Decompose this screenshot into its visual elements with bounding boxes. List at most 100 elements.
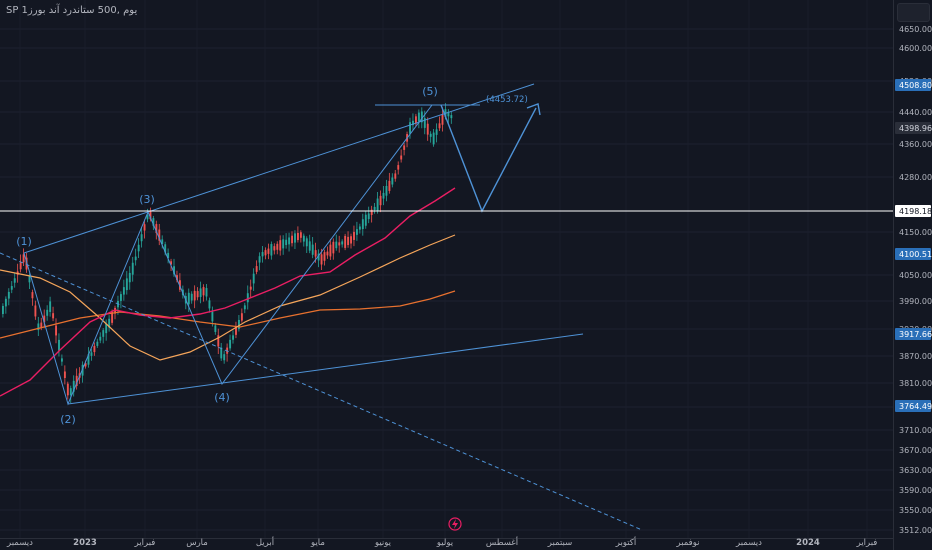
candle-body	[270, 244, 273, 256]
time-tick-label: أبريل	[256, 536, 274, 548]
candle-body	[370, 209, 373, 215]
grid-lines	[0, 28, 893, 531]
settings-button[interactable]	[897, 3, 930, 22]
candle-body	[4, 298, 7, 307]
candle-body	[326, 251, 329, 256]
candle-body	[2, 305, 4, 315]
upper-channel-line	[23, 83, 535, 254]
price-tick-label: 4650.00	[899, 25, 932, 34]
candle-body	[297, 232, 299, 241]
candle-body	[58, 339, 60, 351]
price-tick-label: 3550.00	[899, 506, 932, 515]
candle-body	[137, 244, 140, 252]
price-tick-label: 3870.00	[899, 352, 932, 361]
candle-body	[400, 155, 403, 160]
candle-body	[382, 192, 385, 199]
candle-body	[193, 290, 196, 301]
candle-body	[208, 300, 211, 309]
candle-body	[285, 239, 288, 246]
candle-body	[199, 288, 202, 297]
candle-body	[329, 244, 332, 257]
candle-body	[344, 235, 347, 248]
candle-body	[134, 256, 137, 261]
price-axis: 4650.004600.004520.004440.004360.004280.…	[893, 0, 932, 550]
chart-title: SP 1يوم ,500 ستاندرد آند بورز	[6, 5, 138, 16]
candle-body	[125, 278, 128, 291]
candle-body	[335, 241, 338, 249]
candle-body	[149, 211, 152, 220]
price-tick-label: 4600.00	[899, 44, 932, 53]
candle-body	[66, 383, 69, 396]
price-label-bg	[895, 400, 931, 412]
candle-body	[338, 242, 341, 246]
candle-body	[311, 244, 314, 255]
candle-body	[235, 327, 237, 335]
candle-body	[152, 218, 155, 226]
candle-body	[96, 341, 99, 346]
candle-body	[264, 250, 267, 256]
candle-body	[255, 266, 258, 272]
candle-body	[128, 272, 131, 283]
candle-body	[10, 286, 13, 290]
time-tick-label: سبتمبر	[547, 538, 572, 548]
candle-body	[403, 145, 406, 150]
candle-body	[367, 213, 370, 220]
candle-body	[438, 123, 441, 129]
candle-body	[305, 238, 308, 247]
peak-annotation: (4453.72)	[486, 95, 528, 105]
time-tick-label: مارس	[186, 538, 208, 548]
candle-body	[202, 287, 205, 296]
candle-body	[258, 256, 261, 263]
candle-body	[332, 241, 335, 254]
candle-body	[69, 388, 72, 396]
time-tick-label: أكتوبر	[615, 536, 636, 548]
candle-body	[302, 235, 305, 242]
candle-body	[205, 288, 208, 297]
wave-label: (2)	[60, 413, 76, 426]
candle-body	[388, 180, 391, 191]
wave-label: (4)	[214, 391, 230, 404]
time-tick-label: ديسمبر	[6, 538, 33, 548]
candle-body	[187, 292, 190, 305]
candle-body	[63, 371, 66, 379]
candle-body	[25, 257, 28, 270]
candle-body	[252, 273, 255, 284]
price-tick-label: 4150.00	[899, 228, 932, 237]
price-tick-label: 3590.00	[899, 486, 932, 495]
candle-body	[111, 311, 114, 323]
descending-dashed-line	[0, 252, 643, 531]
price-tick-label: 3990.00	[899, 297, 932, 306]
time-tick-label: ديسمبر	[735, 538, 762, 548]
candle-body	[273, 246, 276, 251]
candle-body	[246, 293, 249, 303]
candle-body	[450, 115, 453, 119]
candle-body	[308, 241, 311, 251]
candle-body	[397, 165, 400, 170]
candle-body	[90, 352, 93, 356]
tradingview-logo	[448, 517, 462, 531]
candle-body	[409, 122, 411, 134]
time-tick-label: 2023	[73, 538, 97, 548]
candle-body	[108, 318, 111, 328]
price-label: 3917.66	[899, 330, 932, 339]
candle-body	[373, 206, 376, 210]
price-label-bg	[895, 248, 931, 260]
candle-body	[158, 229, 161, 241]
candle-body	[426, 123, 429, 135]
candle-body	[75, 375, 78, 386]
price-tick-label: 4280.00	[899, 173, 932, 182]
candle-body	[356, 229, 358, 235]
price-label: 3764.49	[899, 402, 932, 411]
candle-body	[84, 363, 87, 367]
candle-body	[31, 292, 34, 299]
candle-body	[7, 291, 10, 299]
candle-body	[441, 114, 444, 125]
price-tick-label: 3670.00	[899, 446, 932, 455]
time-tick-label: نوفمبر	[676, 538, 700, 548]
time-tick-label: يونيو	[374, 538, 392, 548]
ma-short-line	[0, 187, 456, 397]
candle-body	[220, 347, 223, 359]
time-tick-label: 2024	[796, 538, 820, 548]
candle-body	[40, 322, 43, 328]
